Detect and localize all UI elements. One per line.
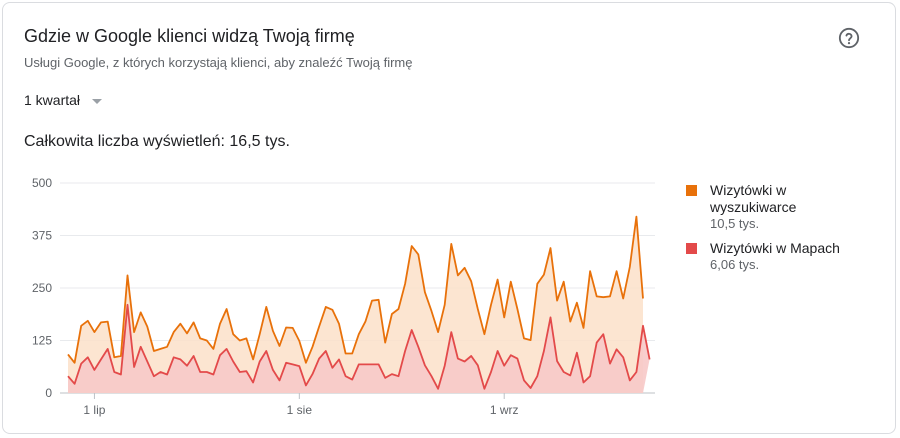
legend-swatch-search — [686, 185, 697, 196]
y-tick-label: 0 — [45, 386, 52, 400]
period-dropdown[interactable]: 1 kwartał — [24, 92, 103, 108]
chart-legend: Wizytówki w wyszukiwarce 10,5 tys. Wizyt… — [686, 182, 850, 281]
series-area — [68, 304, 650, 393]
dropdown-caret-icon — [92, 98, 103, 104]
y-tick-label: 375 — [32, 229, 52, 243]
x-tick-label: 1 sie — [287, 403, 313, 417]
card-subtitle: Usługi Google, z których korzystają klie… — [24, 55, 413, 70]
legend-item-maps: Wizytówki w Mapach 6,06 tys. — [686, 240, 850, 273]
series-area — [68, 216, 643, 393]
help-icon[interactable] — [838, 27, 860, 49]
y-tick-label: 125 — [32, 334, 52, 348]
legend-swatch-maps — [686, 243, 697, 254]
legend-label-maps: Wizytówki w Mapach — [710, 240, 840, 256]
series-line — [67, 215, 644, 364]
legend-item-search: Wizytówki w wyszukiwarce 10,5 tys. — [686, 182, 850, 232]
series-line — [67, 303, 651, 390]
y-tick-label: 250 — [32, 281, 52, 295]
total-views-label: Całkowita liczba wyświetleń: 16,5 tys. — [24, 133, 290, 150]
legend-label-search: Wizytówki w wyszukiwarce — [710, 182, 797, 215]
legend-value-search: 10,5 tys. — [710, 216, 760, 231]
legend-value-maps: 6,06 tys. — [710, 257, 760, 272]
period-dropdown-label: 1 kwartał — [24, 92, 81, 108]
x-tick-label: 1 lip — [83, 403, 105, 417]
x-tick-label: 1 wrz — [490, 403, 519, 417]
card-title: Gdzie w Google klienci widzą Twoją firmę — [24, 26, 355, 46]
y-tick-label: 500 — [32, 176, 52, 190]
